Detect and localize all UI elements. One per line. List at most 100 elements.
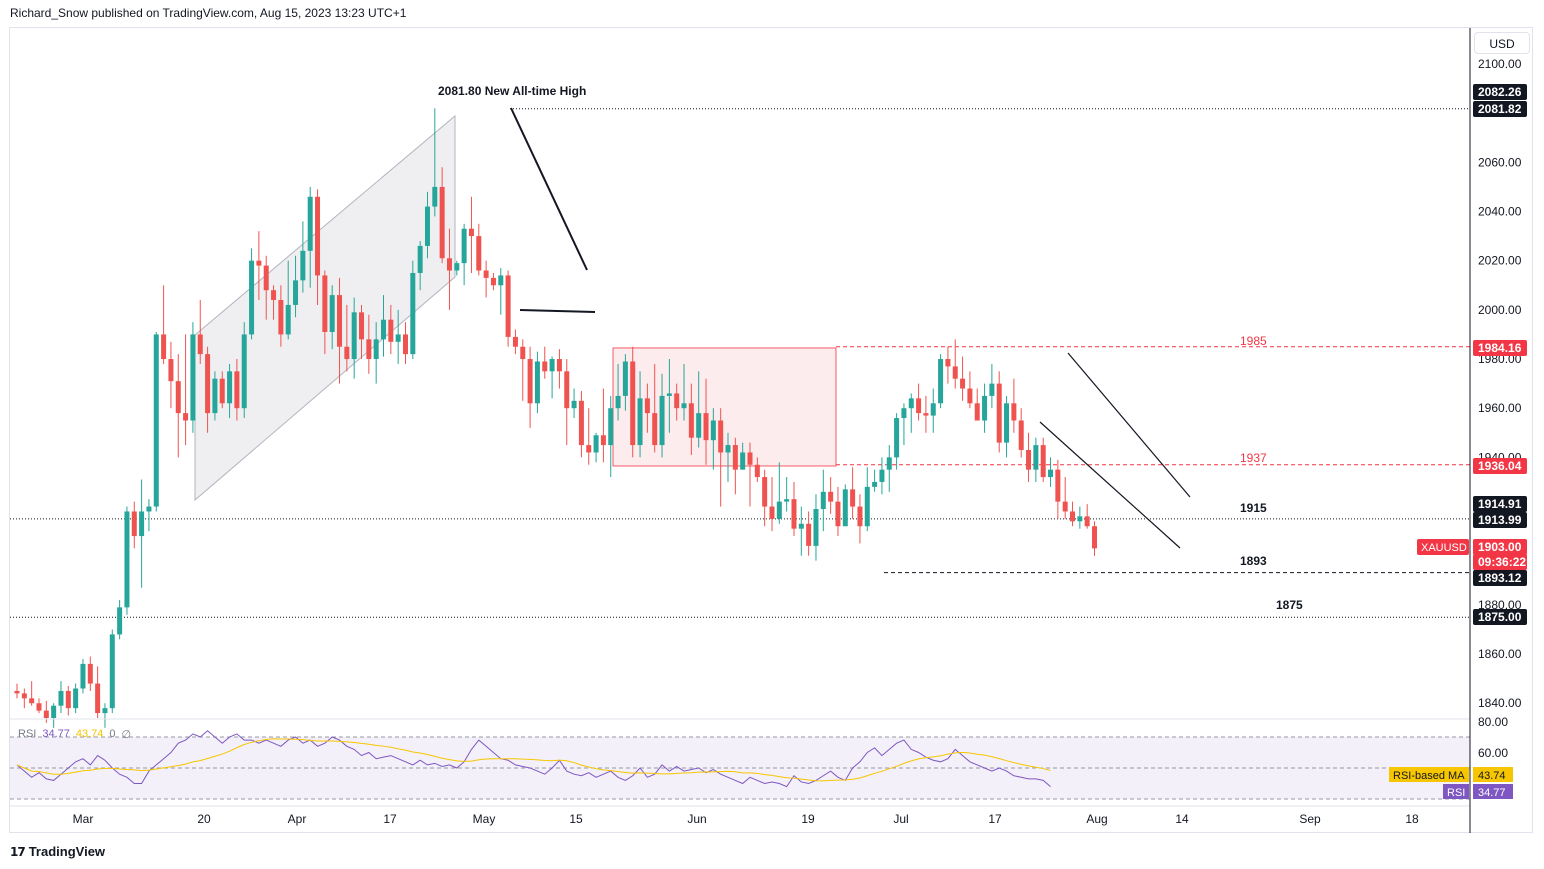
candle: [644, 383, 650, 433]
candle: [329, 285, 335, 350]
candle: [219, 371, 225, 409]
candle-body: [666, 393, 672, 396]
candle: [80, 658, 86, 694]
candle-body: [87, 663, 93, 684]
candle: [315, 189, 321, 305]
axis-price-tag-label: 1913.99: [1478, 513, 1522, 527]
candle-body: [1092, 526, 1098, 549]
candle: [732, 437, 738, 495]
candle-body: [894, 418, 900, 458]
candle: [417, 241, 423, 291]
candle: [725, 432, 731, 482]
candle: [534, 351, 540, 414]
candle-body: [556, 359, 562, 372]
candle: [930, 388, 936, 433]
candle-body: [249, 260, 255, 335]
candle-body: [732, 445, 738, 470]
candle-body: [652, 413, 658, 446]
time-tick-label: Jun: [687, 812, 706, 826]
price-tick-label: 1880.00: [1478, 598, 1522, 612]
candle-body: [175, 381, 181, 414]
candle-body: [820, 491, 826, 510]
candle-body: [234, 371, 240, 409]
candle-body: [806, 523, 812, 546]
candle-body: [1026, 450, 1032, 470]
rsi-ma-line: [16, 738, 1051, 782]
candle: [776, 462, 782, 524]
candle-body: [974, 403, 980, 421]
candle: [901, 403, 907, 446]
rsi-tag-bg: [1443, 784, 1469, 799]
candle: [263, 255, 269, 320]
candle-body: [417, 245, 423, 273]
candle-body: [908, 398, 914, 409]
price-tick-label: 2060.00: [1478, 155, 1522, 169]
candle-body: [1055, 469, 1061, 502]
currency-button[interactable]: USD: [1474, 32, 1530, 54]
axis-price-tag-bg: [1473, 340, 1527, 356]
candle: [373, 322, 379, 384]
candle-body: [1033, 445, 1039, 470]
axis-price-tag-bg: [1473, 512, 1527, 528]
candle: [58, 681, 64, 714]
candle-body: [388, 319, 394, 342]
rsi-ma-tag-bg: [1389, 767, 1469, 782]
zones-layer: [194, 114, 837, 502]
candle-body: [205, 354, 211, 414]
candle: [73, 683, 79, 714]
candle-body: [454, 263, 460, 271]
candle: [366, 314, 372, 374]
candle: [234, 359, 240, 421]
candle: [51, 703, 57, 728]
candle: [945, 346, 951, 384]
time-tick-label: Mar: [73, 812, 94, 826]
axis-price-tag: 1913.99: [1473, 512, 1527, 528]
axis-price-tag: 1936.04: [1473, 458, 1527, 474]
candle-body: [1062, 501, 1068, 512]
axis-price-tag-label: 1984.16: [1478, 341, 1522, 355]
candle: [1062, 477, 1068, 519]
candle-body: [373, 339, 379, 360]
candle: [622, 354, 628, 411]
candle: [205, 346, 211, 433]
candle-body: [681, 403, 687, 409]
candle: [608, 395, 614, 478]
candle: [439, 167, 445, 264]
falling-channel-lower: [1039, 421, 1181, 549]
candle-body: [688, 403, 694, 438]
candle-body: [725, 445, 731, 453]
candle-body: [190, 334, 196, 421]
rsi-ma-value-label: 43.74: [1478, 770, 1506, 782]
candle: [740, 442, 746, 470]
candle-body: [901, 408, 907, 419]
candle: [600, 388, 606, 463]
candle-body: [747, 452, 753, 465]
candle: [710, 408, 716, 470]
candle-body: [351, 312, 357, 360]
axis-price-tag-bg: [1473, 458, 1527, 474]
candle: [564, 359, 570, 446]
candle-body: [329, 295, 335, 332]
candle: [139, 479, 145, 588]
axis-price-tag-label: 1893.12: [1478, 571, 1522, 585]
candle-body: [622, 361, 628, 396]
candle-body: [703, 413, 709, 441]
candle: [952, 339, 958, 389]
candle-body: [1040, 445, 1046, 478]
candle-body: [1011, 403, 1017, 421]
time-tick-label: 17: [988, 812, 1002, 826]
time-tick-label: 18: [1405, 812, 1419, 826]
annotation-1985: 1985: [1240, 334, 1267, 348]
candle-body: [644, 398, 650, 414]
candle-body: [197, 334, 203, 355]
candle: [124, 506, 130, 615]
candle: [718, 408, 724, 507]
footer-brand[interactable]: 17 TradingView: [10, 844, 105, 859]
candle-body: [461, 228, 467, 264]
candle-body: [131, 511, 137, 537]
candle: [36, 698, 42, 714]
candle: [982, 383, 988, 433]
candle-body: [439, 186, 445, 259]
candle: [307, 186, 313, 288]
